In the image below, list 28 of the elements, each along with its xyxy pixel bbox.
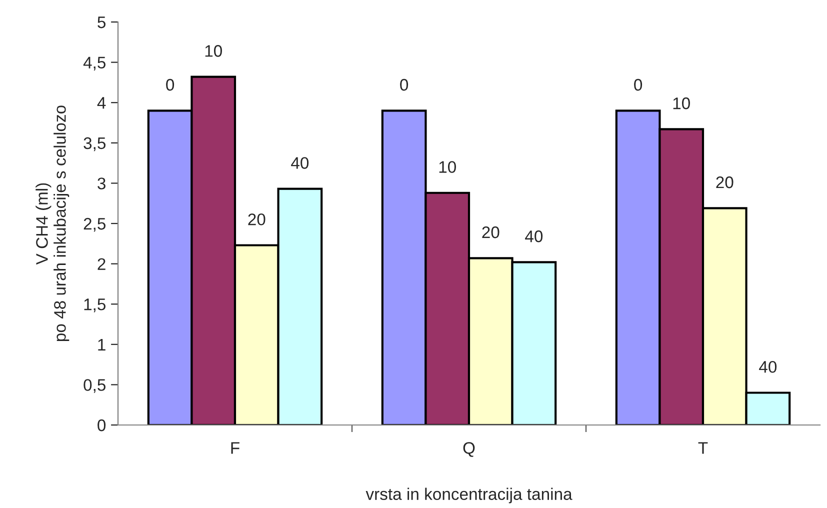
text: 10: [205, 45, 222, 57]
series-label: 40: [759, 360, 777, 373]
series-label: 10: [439, 161, 456, 173]
y-tick-label: 1,5: [84, 298, 106, 312]
y-tick-label: 4: [97, 97, 106, 109]
y-tick-label: 2,5: [84, 218, 106, 232]
x-tick-label: T: [698, 442, 708, 454]
y-tick-label: 3,5: [84, 137, 106, 152]
text: 20: [716, 176, 734, 188]
series-label: 0: [166, 78, 174, 91]
y-tick-label: 0: [98, 419, 106, 432]
x-tick-label: Q: [463, 442, 475, 457]
text: 0: [634, 78, 642, 91]
x-axis-title: vrsta in koncentracija tanina: [366, 488, 572, 504]
y-tick-label: 2: [98, 258, 106, 270]
x-tick-label: F: [231, 442, 240, 454]
text: 0: [400, 78, 408, 91]
text: 40: [525, 230, 543, 242]
y-tick-label: 0,5: [84, 379, 106, 393]
text: 40: [291, 157, 309, 169]
y-tick-label: 4,5: [83, 56, 106, 70]
text: 10: [673, 97, 690, 110]
y-tick-label: 5: [98, 16, 106, 28]
y-tick-label: 3: [98, 178, 106, 190]
y-axis-title: V CH4 (ml) po 48 urah inkubacije s celulozo: [36, 106, 70, 342]
y-tick-label: 1: [98, 338, 106, 350]
text: 20: [482, 226, 500, 238]
series-label: 20: [248, 214, 266, 226]
